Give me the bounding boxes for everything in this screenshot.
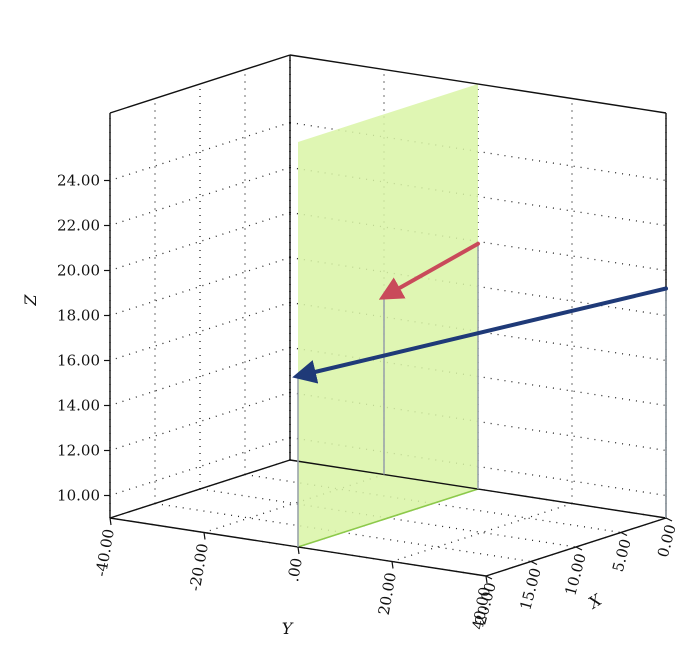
z-tick-label: 10.00 [57, 487, 100, 505]
x-tick-label: 15.00 [516, 566, 545, 612]
y-tick-label: .00 [284, 557, 306, 584]
y-axis-title: Y [282, 619, 294, 638]
x-tick-label: 0.00 [654, 522, 680, 559]
left-wall-grid [109, 55, 291, 518]
z-axis-title: Z [21, 294, 40, 307]
z-tick-label: 22.00 [57, 217, 100, 235]
z-tick-label: 24.00 [57, 172, 100, 190]
x-tick-label: 10.00 [561, 551, 590, 597]
vector-arrow [378, 241, 480, 300]
y-tick-label: -40.00 [92, 528, 118, 578]
left-grid-line [109, 166, 291, 227]
y-tick-label: -20.00 [186, 542, 212, 592]
floor-grid-line [199, 488, 577, 548]
x-tick-mark [575, 546, 583, 551]
left-grid-line [109, 301, 291, 362]
y-zero-plane [298, 84, 478, 547]
x-tick-mark [620, 531, 628, 537]
x-tick-mark [665, 517, 673, 522]
left-grid-line [109, 391, 291, 452]
y-tick-mark [485, 575, 488, 584]
x-tick-label: 5.00 [609, 537, 635, 574]
x-tick-mark [485, 575, 493, 580]
x-tick-mark [530, 560, 538, 566]
box-edge [109, 54, 291, 114]
z-tick-label: 20.00 [57, 262, 100, 280]
z-tick-label: 18.00 [57, 307, 100, 325]
z-tick-label: 14.00 [57, 397, 100, 415]
x-axis-title: X [584, 590, 606, 614]
y-tick-mark [297, 546, 300, 555]
z-tick-label: 16.00 [57, 352, 100, 370]
vector-arrow [292, 286, 668, 384]
floor-grid-line [391, 502, 573, 563]
z-tick-label: 12.00 [57, 442, 100, 460]
y-tick-mark [109, 517, 112, 526]
y-tick-mark [391, 561, 394, 569]
vectors [292, 241, 668, 384]
left-grid-line [109, 211, 291, 272]
box-edge [109, 459, 291, 519]
vector-stems [297, 243, 667, 547]
y-tick-label: 20.00 [375, 571, 400, 616]
box-edge [289, 54, 667, 114]
floor-grid-line [154, 502, 532, 563]
y-tick-mark [203, 532, 206, 540]
z-axis-ticks: 10.00 12.00 14.00 16.00 18.00 20.00 22.00 24.00 [57, 172, 110, 505]
plane-floor-edge [297, 488, 479, 548]
